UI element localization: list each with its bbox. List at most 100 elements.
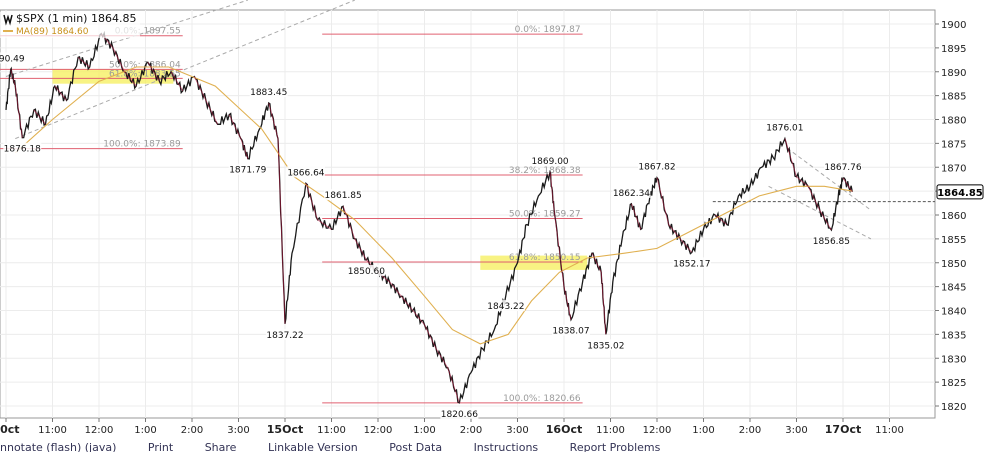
price-down-segment xyxy=(400,295,414,311)
price-down-segment xyxy=(679,238,693,253)
price-down-segment xyxy=(591,253,602,273)
price-down-segment xyxy=(10,69,16,87)
point-label-bg xyxy=(3,142,42,154)
point-label: 1850.60 xyxy=(348,267,385,277)
price-down-segment xyxy=(147,61,160,82)
point-label: 1843.22 xyxy=(487,302,524,312)
price-chart: 1820182518301835184018451850185518601865… xyxy=(0,0,984,436)
price-down-segment xyxy=(668,224,681,240)
y-tick-label: 1840 xyxy=(941,307,966,318)
price-down-segment xyxy=(240,138,249,159)
x-tick-label: 16Oct xyxy=(546,423,582,436)
x-tick-label: 12:00 xyxy=(85,425,114,436)
price-down-segment xyxy=(124,71,137,87)
price-down-segment xyxy=(54,85,67,101)
x-tick-label: 12:00 xyxy=(364,425,393,436)
x-tick-label: 2:00 xyxy=(460,425,482,436)
fib-level-label: 0.0%: 1897.87 xyxy=(515,25,581,35)
price-down-segment xyxy=(228,114,242,139)
annotate-link[interactable]: nnotate (flash) (java) xyxy=(0,441,117,452)
fib-level-label: 50.0%: 1859.27 xyxy=(509,209,581,219)
price-down-segment xyxy=(600,272,607,335)
point-label-bg xyxy=(531,155,570,167)
point-label-bg xyxy=(765,121,804,133)
price-down-segment xyxy=(193,76,207,101)
price-down-segment xyxy=(14,86,23,138)
price-down-segment xyxy=(268,102,279,139)
ma-series-line xyxy=(14,66,853,345)
y-tick-label: 1845 xyxy=(941,283,966,294)
x-tick-label: 1:00 xyxy=(134,425,156,436)
y-tick-label: 1895 xyxy=(941,44,966,55)
report-problems-link[interactable]: Report Problems xyxy=(569,441,661,452)
price-down-segment xyxy=(842,177,853,193)
price-down-segment xyxy=(819,209,832,231)
y-tick-label: 1870 xyxy=(941,163,966,174)
point-label: 1852.17 xyxy=(673,259,710,269)
point-label: 1856.85 xyxy=(813,237,850,247)
fib-level-label: 100.0%: 1873.89 xyxy=(103,140,181,150)
price-down-segment xyxy=(277,138,286,324)
x-tick-label: 3:00 xyxy=(227,425,249,436)
price-down-segment xyxy=(714,214,728,225)
point-label: 1867.76 xyxy=(824,163,861,173)
x-tick-label: 1:00 xyxy=(692,425,714,436)
point-label-bg xyxy=(347,264,386,276)
x-tick-label: 1:00 xyxy=(413,425,435,436)
y-tick-label: 1825 xyxy=(941,378,966,389)
trend-line xyxy=(15,0,355,140)
price-down-segment xyxy=(170,71,184,92)
price-down-segment xyxy=(33,109,46,125)
point-label: 1838.07 xyxy=(552,327,589,337)
fib-level-label: 61.8%: 1883.55 xyxy=(109,69,181,79)
price-down-segment xyxy=(317,219,332,230)
x-tick-label: 12:00 xyxy=(643,425,672,436)
point-label-bg xyxy=(638,160,676,172)
x-tick-label: 3:00 xyxy=(506,425,528,436)
x-tick-label: 2:00 xyxy=(739,425,761,436)
point-label: 1869.00 xyxy=(531,157,568,167)
y-tick-label: 1830 xyxy=(941,354,966,365)
y-tick-label: 1835 xyxy=(941,330,966,341)
print-link[interactable]: Print xyxy=(147,441,174,452)
price-down-segment xyxy=(354,238,367,261)
price-series-line xyxy=(5,30,853,404)
point-label: 1866.64 xyxy=(287,168,324,178)
ma-legend-label: MA(89) 1864.60 xyxy=(16,27,89,37)
x-tick-label: 3:00 xyxy=(785,425,807,436)
point-label: 1837.22 xyxy=(266,331,303,341)
y-tick-label: 1850 xyxy=(941,259,966,270)
last-price-label: 1864.85 xyxy=(937,188,983,199)
point-label: 1835.02 xyxy=(587,341,624,351)
point-label-bg xyxy=(249,86,288,98)
fib-level-label: 61.8%: 1850.15 xyxy=(509,253,581,263)
point-label: 1867.82 xyxy=(638,163,675,173)
x-tick-label: 10ct xyxy=(0,423,20,436)
point-label-bg xyxy=(824,160,862,172)
instructions-link[interactable]: Instructions xyxy=(473,441,539,452)
point-label: 1820.66 xyxy=(441,410,478,420)
fib-level-label: 38.2%: 1868.38 xyxy=(509,166,581,176)
price-down-segment xyxy=(656,177,670,225)
point-label-bg xyxy=(440,407,479,419)
trend-line xyxy=(5,0,248,78)
x-tick-label: 11:00 xyxy=(875,425,904,436)
point-label: 1883.45 xyxy=(250,88,287,98)
linkable-version-link[interactable]: Linkable Version xyxy=(267,441,358,452)
price-down-segment xyxy=(205,100,218,125)
price-down-segment xyxy=(554,214,565,287)
post-data-link[interactable]: Post Data xyxy=(389,441,443,452)
y-tick-label: 1900 xyxy=(941,20,966,31)
price-down-segment xyxy=(435,348,449,369)
point-label-bg xyxy=(486,300,525,312)
price-down-segment xyxy=(784,138,797,177)
chart-title: $SPX (1 min) 1864.85 xyxy=(16,12,136,25)
point-label-bg xyxy=(228,163,267,175)
footer-toolbar: nnotate (flash) (java) Print Share Linka… xyxy=(0,441,988,452)
x-tick-label: 15Oct xyxy=(267,423,303,436)
price-down-segment xyxy=(342,206,356,240)
x-tick-label: 11:00 xyxy=(596,425,625,436)
share-link[interactable]: Share xyxy=(204,441,237,452)
point-label-bg xyxy=(266,328,304,340)
